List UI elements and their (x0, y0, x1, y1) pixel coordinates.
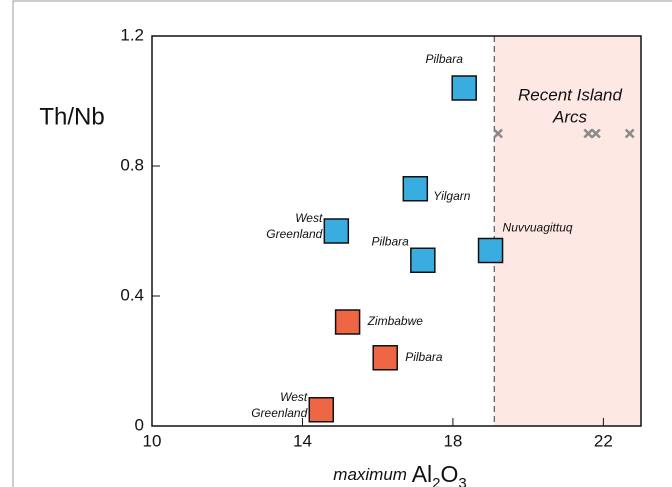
point-label: West Greenland (251, 390, 308, 420)
marker (372, 345, 398, 371)
x-tick-label: 10 (143, 431, 162, 450)
y-tick-label: 1.2 (120, 25, 144, 44)
marker (323, 218, 350, 244)
marker (334, 309, 361, 335)
x-axis-label: maximum Al2O3 (333, 461, 466, 487)
region-label: Recent Island (518, 85, 622, 104)
point-label: West Greenland (266, 211, 323, 241)
x-label-prefix: maximum (333, 465, 411, 484)
frame (12, 0, 672, 487)
marker (477, 237, 504, 264)
point-label: Yilgarn (433, 189, 470, 203)
marker (410, 247, 436, 273)
x-tick-label: 18 (443, 431, 462, 450)
point-label: Nuvvuagittuq (503, 221, 573, 235)
region-label: Arcs (552, 107, 588, 126)
marker (583, 128, 594, 139)
y-tick-label: 0.4 (120, 285, 144, 304)
point-label: Pilbara (426, 52, 464, 66)
marker (451, 75, 477, 101)
marker (402, 176, 429, 202)
plot-area (151, 35, 642, 427)
y-tick-label: 0 (135, 415, 144, 434)
point-label: Pilbara (405, 350, 443, 364)
marker (624, 128, 635, 139)
point-label: Pilbara (371, 234, 409, 248)
point-label: Zimbabwe (367, 314, 424, 328)
marker (493, 128, 503, 139)
y-axis-label: Th/Nb (39, 103, 104, 130)
marker (590, 128, 601, 139)
marker (308, 397, 335, 423)
y-tick-label: 0.8 (120, 155, 144, 174)
x-tick-label: 22 (594, 431, 613, 450)
x-tick-label: 14 (293, 431, 312, 450)
region (494, 36, 641, 426)
